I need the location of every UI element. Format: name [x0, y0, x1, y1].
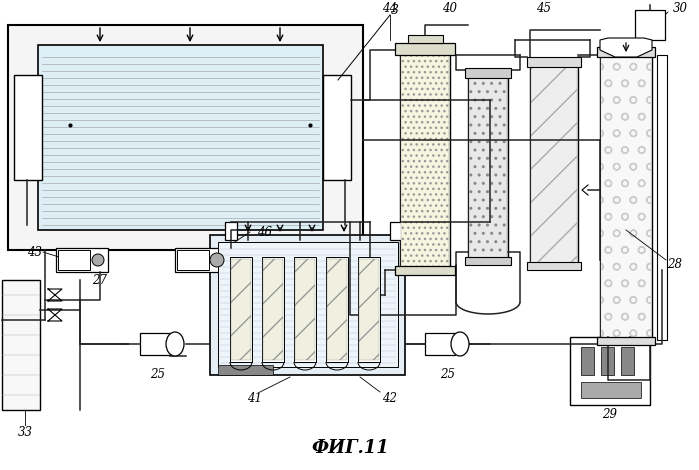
Text: 41: 41 — [247, 392, 263, 405]
Text: 3: 3 — [391, 3, 399, 16]
Bar — [294, 257, 316, 362]
Bar — [570, 337, 650, 405]
Text: 29: 29 — [603, 408, 617, 422]
Bar — [425, 333, 455, 355]
Bar — [530, 65, 578, 265]
Bar — [600, 55, 652, 340]
Bar — [635, 10, 665, 40]
Text: 44: 44 — [382, 1, 398, 15]
Bar — [58, 250, 90, 270]
Bar — [56, 248, 108, 272]
Bar — [231, 259, 251, 360]
Bar — [395, 266, 455, 275]
Text: 46: 46 — [257, 226, 273, 238]
Bar — [359, 259, 379, 360]
Bar — [395, 43, 455, 55]
Bar — [295, 259, 315, 360]
Text: 25: 25 — [440, 368, 456, 382]
Ellipse shape — [451, 332, 469, 356]
Bar — [225, 222, 237, 240]
Bar — [581, 382, 641, 398]
Bar — [581, 347, 594, 375]
Bar — [469, 76, 507, 259]
Text: 28: 28 — [668, 258, 682, 272]
Bar — [597, 47, 655, 57]
Bar — [2, 280, 40, 410]
Bar — [323, 75, 351, 180]
Bar — [597, 337, 655, 345]
Ellipse shape — [92, 254, 104, 266]
Bar — [262, 257, 284, 362]
Bar — [38, 45, 323, 230]
Text: 27: 27 — [92, 274, 108, 287]
Bar — [527, 57, 581, 67]
Text: 43: 43 — [27, 245, 43, 258]
Bar — [326, 257, 348, 362]
Bar — [358, 257, 380, 362]
Bar — [175, 248, 227, 272]
Bar — [8, 25, 363, 250]
Bar — [14, 75, 42, 180]
Bar — [210, 235, 405, 375]
Text: 40: 40 — [442, 1, 458, 15]
Bar — [527, 262, 581, 270]
Bar — [263, 259, 283, 360]
Bar — [390, 222, 402, 240]
Text: 25: 25 — [150, 368, 166, 382]
Bar — [621, 347, 634, 375]
Ellipse shape — [166, 332, 184, 356]
Bar — [468, 75, 508, 260]
Polygon shape — [600, 38, 652, 57]
Bar — [177, 250, 209, 270]
Bar — [657, 55, 667, 340]
Bar — [218, 242, 398, 367]
Bar — [408, 35, 443, 43]
Bar — [601, 56, 651, 339]
Ellipse shape — [210, 253, 224, 267]
Bar — [218, 365, 273, 375]
Bar — [140, 333, 170, 355]
Text: 45: 45 — [537, 1, 552, 15]
Text: ФИГ.11: ФИГ.11 — [311, 439, 389, 457]
Bar — [327, 259, 347, 360]
Bar — [230, 257, 252, 362]
Text: 30: 30 — [672, 1, 688, 15]
Bar — [601, 347, 614, 375]
Text: 42: 42 — [382, 392, 398, 405]
Bar — [465, 68, 511, 78]
Bar — [465, 257, 511, 265]
Bar — [401, 51, 449, 269]
Text: 33: 33 — [17, 425, 32, 439]
Bar — [531, 66, 577, 264]
Bar — [400, 50, 450, 270]
